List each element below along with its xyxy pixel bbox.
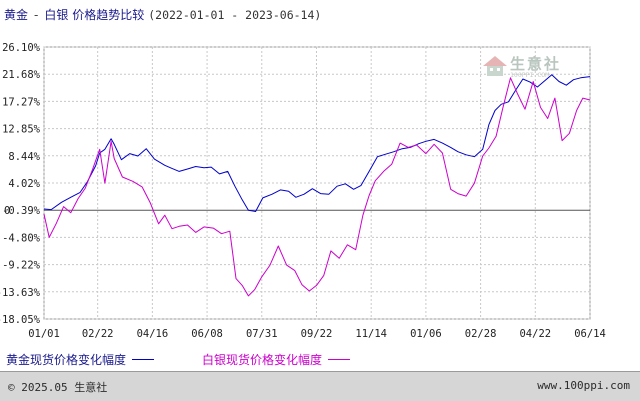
y-tick-label: 12.85%: [2, 124, 41, 136]
title-comparison: 价格趋势比较: [72, 8, 145, 22]
x-tick-label: 11/14: [355, 328, 387, 340]
footer-copyright: © 2025.05 生意社: [8, 381, 108, 394]
x-axis: 01/01 02/22 04/16 06/08 07/31 09/22 11/14 01/06…: [28, 328, 606, 340]
y-tick-label: 26.10%: [2, 42, 41, 54]
y-tick-label: 17.27%: [2, 96, 41, 108]
chart-title: 黄金 - 白银 价格趋势比较 (2022-01-01 - 2023-06-14): [4, 6, 321, 22]
title-silver: 白银: [44, 8, 69, 22]
series-line-silver: [43, 77, 591, 297]
watermark-url: 100PPI.COM: [510, 71, 550, 79]
y-tick-label: -4.80%: [2, 232, 41, 244]
title-gold: 黄金: [4, 8, 29, 22]
x-tick-label: 06/08: [191, 328, 223, 340]
x-tick-label: 01/06: [410, 328, 442, 340]
x-tick-label: 04/22: [519, 328, 551, 340]
title-date-range: (2022-01-01 - 2023-06-14): [148, 8, 322, 22]
series-line-gold: [43, 74, 591, 212]
legend: 黄金现货价格变化幅度 白银现货价格变化幅度: [0, 350, 640, 368]
zero-label: 0: [4, 205, 10, 217]
house-logo-icon: [483, 56, 507, 76]
title-separator: -: [34, 8, 39, 22]
x-tick-label: 02/22: [82, 328, 114, 340]
y-tick-label: -0.39%: [2, 205, 41, 217]
x-tick-label: 01/01: [28, 328, 60, 340]
legend-item-silver: 白银现货价格变化幅度: [202, 351, 351, 368]
y-tick-label: 21.68%: [2, 69, 41, 81]
legend-label-silver: 白银现货价格变化幅度: [202, 353, 323, 367]
legend-label-gold: 黄金现货价格变化幅度: [6, 353, 127, 367]
legend-swatch-silver: [328, 359, 351, 360]
y-tick-label: -18.05%: [0, 314, 41, 326]
legend-swatch-gold: [132, 359, 155, 360]
x-tick-label: 09/22: [301, 328, 333, 340]
x-tick-label: 04/16: [137, 328, 169, 340]
y-axis: 26.10% 21.68% 17.27% 12.85% 8.44% 4.02% -0.39%…: [0, 42, 41, 326]
legend-item-gold: 黄金现货价格变化幅度: [6, 351, 155, 368]
line-chart: 26.10% 21.68% 17.27% 12.85% 8.44% 4.02% -0.39%…: [0, 42, 606, 340]
y-tick-label: -9.22%: [2, 260, 41, 272]
watermark: 生意社 100PPI.COM: [480, 52, 590, 80]
y-tick-label: 4.02%: [8, 178, 40, 190]
x-tick-label: 06/14: [574, 328, 606, 340]
x-tick-label: 02/28: [465, 328, 497, 340]
y-tick-label: 8.44%: [8, 151, 40, 163]
footer-website-link[interactable]: www.100ppi.com: [537, 379, 630, 392]
footer: © 2025.05 生意社 www.100ppi.com: [0, 371, 640, 401]
x-tick-label: 07/31: [246, 328, 278, 340]
watermark-name: 生意社: [510, 55, 562, 73]
y-tick-label: -13.63%: [0, 287, 41, 299]
grid: [43, 46, 591, 320]
series-lines: [43, 74, 591, 297]
